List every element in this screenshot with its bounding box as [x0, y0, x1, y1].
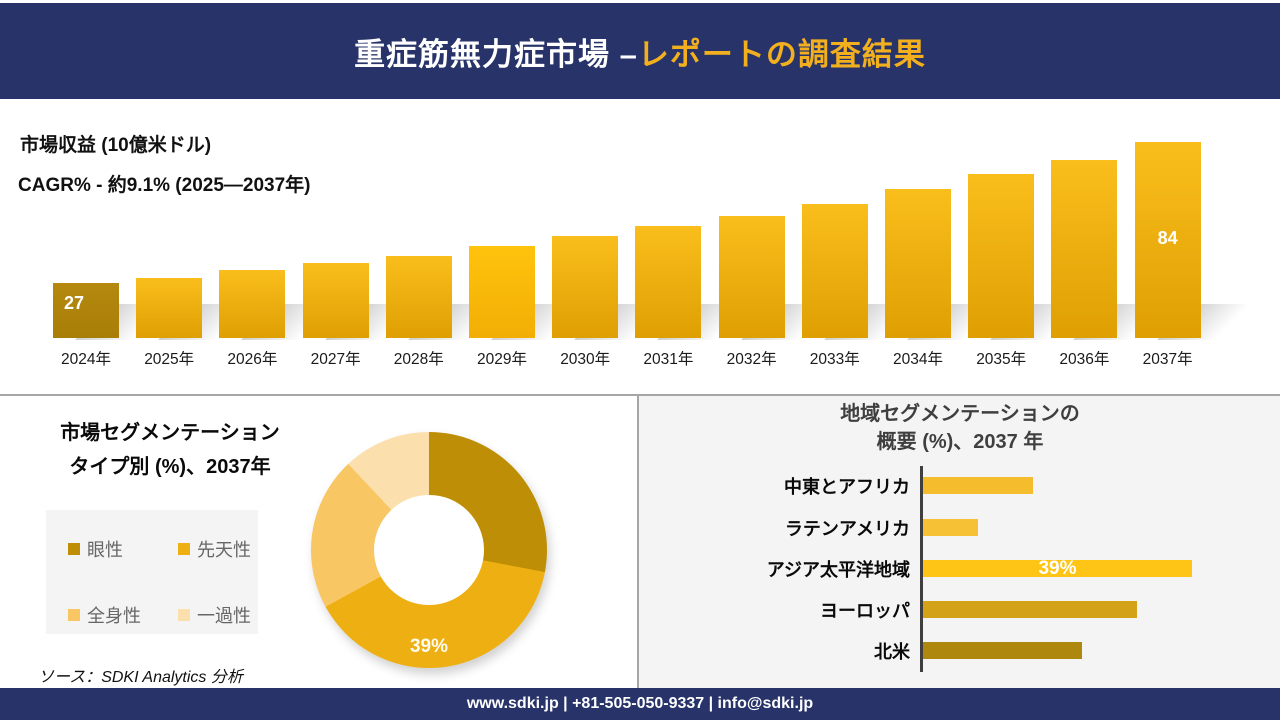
legend-swatch-icon [178, 543, 190, 555]
revenue-bar-2036年 [1051, 160, 1118, 338]
region-label-ヨーロッパ: ヨーロッパ [820, 601, 910, 621]
cagr-label: CAGR% - 約9.1% (2025―2037年) [18, 175, 311, 196]
revenue-bar-2026年 [219, 270, 286, 338]
revenue-metric-label: 市場収益 (10億米ドル) [20, 135, 212, 156]
year-axis-label: 2025年 [144, 351, 195, 368]
page-title: 重症筋無力症市場 –レポートの調査結果 [354, 29, 926, 74]
year-axis-label: 2031年 [643, 351, 694, 368]
horizontal-divider [0, 394, 1280, 396]
legend-item-一過性: 一過性 [178, 602, 258, 628]
revenue-bar-2032年 [718, 216, 785, 338]
revenue-bar-2031年 [635, 226, 702, 338]
segmentation-title-line1: 市場セグメンテーション [60, 422, 280, 444]
region-bar-ヨーロッパ [923, 600, 1137, 618]
year-axis-label: 2032年 [726, 351, 777, 368]
revenue-bar-2025年 [136, 278, 203, 338]
legend-swatch-icon [178, 609, 190, 621]
revenue-bar-2033年 [801, 204, 868, 338]
revenue-bar-2037年: 84 [1134, 142, 1201, 338]
header-banner: 重症筋無力症市場 –レポートの調査結果 [0, 3, 1280, 99]
region-label-北米: 北米 [874, 642, 910, 662]
legend-swatch-icon [68, 543, 80, 555]
region-label-ラテンアメリカ: ラテンアメリカ [784, 519, 910, 539]
bar-data-label: 84 [1157, 228, 1178, 248]
regional-chart-axis [920, 466, 923, 672]
regional-title-line1: 地域セグメンテーションの [840, 403, 1080, 425]
regional-title: 地域セグメンテーションの 概要 (%)、2037 年 [640, 400, 1280, 456]
revenue-bar-2024年: 27 [53, 283, 119, 338]
region-bar-アジア太平洋地域: 39% [923, 557, 1192, 579]
segmentation-donut-chart: 39% [311, 432, 547, 668]
page-title-main: 重症筋無力症市場 – [354, 36, 638, 72]
segmentation-title: 市場セグメンテーション タイプ別 (%)、2037年 [25, 416, 315, 485]
revenue-bar-2027年 [302, 263, 369, 338]
region-bar-北米 [923, 641, 1082, 659]
revenue-bar-2029年 [469, 246, 535, 338]
legend-swatch-icon [68, 609, 80, 621]
region-bar-中東とアフリカ [923, 476, 1033, 494]
legend-label: 先天性 [197, 540, 251, 560]
footer-bar: www.sdki.jp | +81-505-050-9337 | info@sd… [0, 688, 1280, 720]
legend-item-眼性: 眼性 [68, 536, 178, 562]
revenue-bar-2030年 [552, 236, 619, 338]
region-bar-data-label: 39% [1038, 557, 1077, 579]
source-note: ソース：SDKI Analytics 分析 [38, 669, 243, 686]
region-label-中東とアフリカ: 中東とアフリカ [784, 477, 910, 497]
page-title-accent: レポートの調査結果 [637, 36, 926, 72]
bar-data-label: 27 [64, 293, 85, 313]
region-label-アジア太平洋地域: アジア太平洋地域 [766, 560, 910, 580]
revenue-bar-2034年 [885, 189, 951, 338]
year-axis-label: 2035年 [976, 351, 1027, 368]
donut-data-label: 39% [409, 636, 449, 657]
footer-contact-text: www.sdki.jp | +81-505-050-9337 | info@sd… [466, 695, 814, 712]
regional-title-line2: 概要 (%)、2037 年 [876, 431, 1044, 453]
regional-panel-background [639, 396, 1280, 688]
legend-label: 一過性 [197, 606, 251, 626]
year-axis-label: 2027年 [310, 351, 361, 368]
segmentation-legend: 眼性 先天性全身性 一過性 [46, 510, 258, 634]
legend-item-全身性: 全身性 [68, 602, 178, 628]
vertical-divider [637, 395, 639, 688]
year-axis-label: 2036年 [1059, 351, 1110, 368]
year-axis-label: 2034年 [893, 351, 943, 368]
revenue-bar-2035年 [968, 174, 1035, 338]
year-axis-label: 2030年 [560, 351, 611, 368]
year-axis-label: 2037年 [1142, 351, 1193, 368]
year-axis-label: 2026年 [227, 351, 278, 368]
legend-item-先天性: 先天性 [178, 536, 258, 562]
year-axis-label: 2024年 [61, 351, 111, 368]
year-axis-label: 2029年 [477, 351, 527, 368]
donut-hole [374, 495, 484, 605]
region-bar-ラテンアメリカ [923, 518, 978, 536]
legend-label: 眼性 [87, 540, 123, 560]
revenue-bar-2028年 [385, 256, 452, 338]
legend-label: 全身性 [87, 606, 141, 626]
year-axis-label: 2033年 [809, 351, 860, 368]
year-axis-label: 2028年 [393, 351, 444, 368]
segmentation-title-line2: タイプ別 (%)、2037年 [69, 456, 271, 479]
